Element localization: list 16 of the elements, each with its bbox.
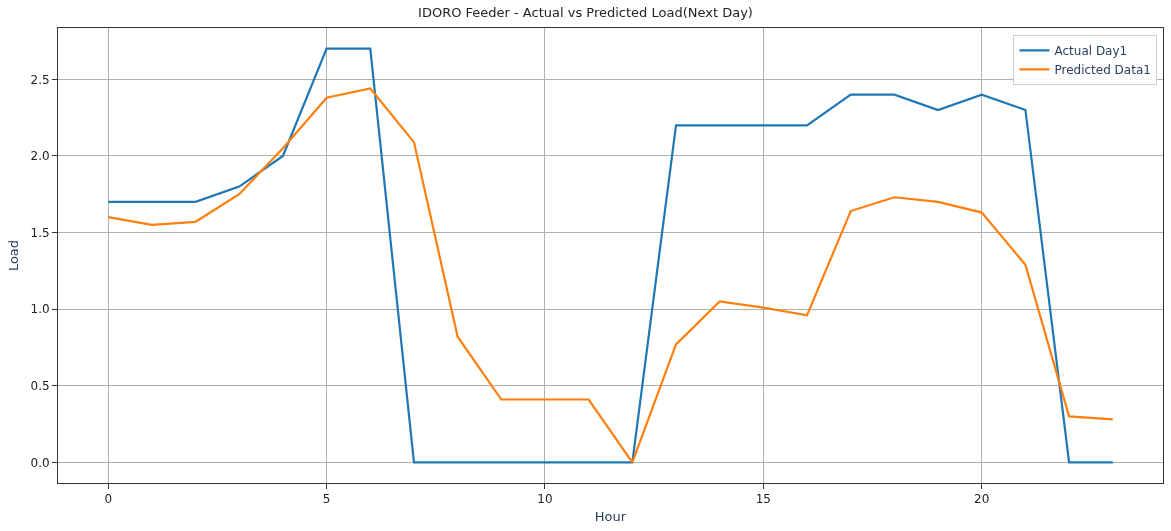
y-tick-label: 1.0 [30, 302, 50, 317]
legend-label: Actual Day1 [1054, 44, 1128, 59]
x-tick-label: 0 [104, 492, 113, 507]
chart-title: IDORO Feeder - Actual vs Predicted Load(Next Day) [418, 5, 753, 21]
x-axis-title: Hour [594, 509, 627, 524]
legend-label: Predicted Data1 [1054, 63, 1151, 78]
y-tick-label: 2.0 [30, 149, 50, 164]
y-tick-label: 1.5 [30, 225, 50, 240]
x-tick-label: 20 [974, 492, 990, 507]
y-tick-label: 2.5 [30, 72, 50, 87]
x-tick-label: 10 [537, 492, 553, 507]
y-axis-title: Load [6, 239, 22, 272]
x-tick-label: 15 [755, 492, 772, 507]
x-tick-label: 5 [322, 492, 331, 507]
y-tick-label: 0.0 [30, 455, 50, 470]
y-tick-label: 0.5 [30, 378, 50, 393]
